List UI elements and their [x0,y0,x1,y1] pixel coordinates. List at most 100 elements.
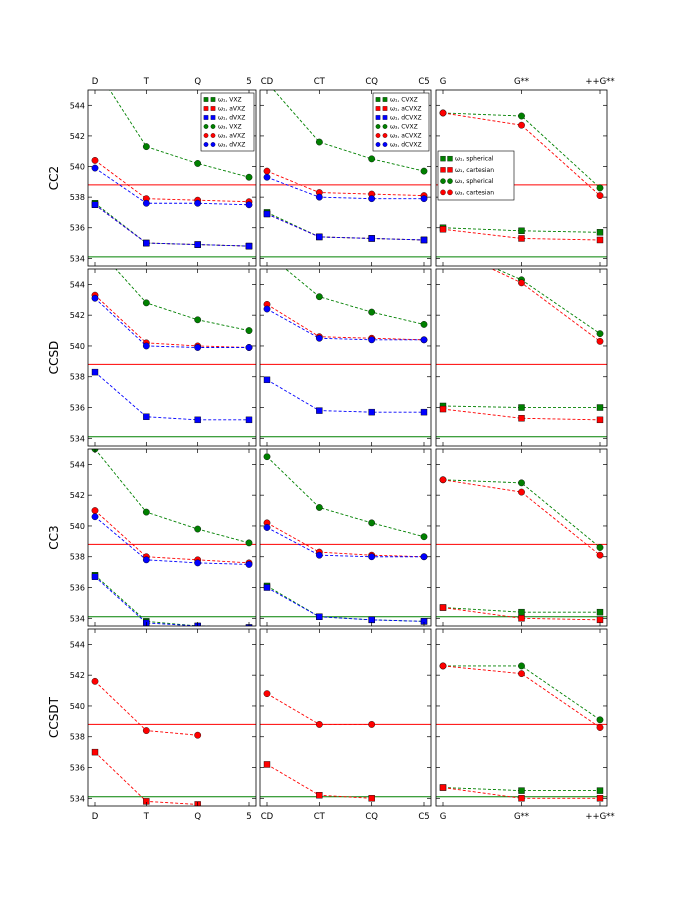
data-point [315,138,323,146]
panel-frame [435,628,608,807]
series-line [442,665,601,728]
data-point [368,195,376,203]
data-point [518,227,525,235]
y-tick-label: 538 [70,373,85,382]
legend-marker [375,97,381,102]
legend-box [372,92,430,152]
legend-label: ω₁, aVXZ [218,106,245,113]
series-line [443,665,601,721]
series-group [91,677,202,806]
data-point [368,721,376,728]
data-point [316,407,323,414]
panel-ccsd-col3 [435,268,608,447]
data-point [518,112,525,120]
data-point [263,524,271,531]
data-point [245,561,253,568]
x-category-label: T [143,77,150,87]
y-tick-label: 536 [70,224,85,233]
legend-marker [382,97,388,102]
panel-frame [259,89,432,267]
legend-marker [210,115,216,120]
series-line [284,269,425,325]
y-tick-label: 534 [70,254,85,263]
data-point [91,368,99,376]
panel-frame [87,268,257,447]
data-point [194,731,202,739]
data-point [518,479,525,487]
x-category-label: 5 [246,77,251,87]
series-line [495,269,601,335]
y-tick-label: 534 [70,794,85,803]
data-point [596,192,604,200]
y-tick-label: 542 [70,491,85,500]
series-group [91,269,253,424]
data-point [142,299,150,307]
x-category-label: D [92,812,99,822]
data-point [439,476,447,484]
data-point [316,792,323,799]
data-point [420,336,428,344]
legend-marker [210,97,216,102]
series-line [442,787,600,792]
series-line [94,294,250,348]
panel-ccsdt-col2 [259,628,432,807]
data-point [518,615,525,622]
series-line [94,204,250,247]
series-line [94,297,249,348]
x-category-label: G [440,812,447,822]
data-point [368,519,376,527]
data-point [142,143,150,151]
y-tick-label: 536 [70,764,85,773]
panel-cc3-col1: 534 536 538 540 542 544 [70,448,257,627]
legend-marker [382,124,388,129]
data-point [368,308,376,316]
legend-label: ω₃, VXZ [218,124,242,131]
series-line [442,405,600,408]
x-category-label: 5 [246,812,251,822]
y-tick-label: 536 [70,584,85,593]
data-point [91,164,99,172]
data-point [368,155,376,163]
series-line [109,90,250,178]
y-tick-label: 542 [70,311,85,320]
panel-frame [259,268,432,447]
legend-marker [447,155,453,162]
legend: ω₁, spherical ω₁, cartesian ω₃, spherical ω… [437,150,515,201]
x-category-label: CD [261,77,274,87]
y-tick-label: 542 [70,671,85,680]
data-point [596,416,604,424]
data-point [596,229,604,236]
legend-marker [440,167,446,173]
series-group [263,690,376,802]
legend-marker [210,133,216,138]
panel-cc2-col2 [259,89,432,267]
panel-cc3-col2 [259,448,432,627]
legend-label: ω₁, cartesian [455,167,494,174]
row-label: CC3 [47,525,61,549]
y-tick-label: 540 [70,702,85,711]
x-category-label: G** [514,77,529,87]
panel-cc2-col3 [435,89,608,267]
legend-label: ω₃, aCVXZ [390,133,421,140]
series-line [94,160,250,203]
data-point [194,559,202,567]
data-point [596,236,604,244]
x-category-label: C5 [418,812,429,822]
data-point [518,670,525,678]
legend-marker [447,178,453,184]
data-point [368,553,376,561]
data-point [315,551,323,559]
data-point [420,236,428,244]
legend-marker [375,106,381,111]
data-point [420,321,428,328]
data-point [194,160,202,167]
x-category-label: CD [261,812,274,822]
data-point [439,226,447,233]
legend-marker [447,189,453,196]
series-line [94,510,250,564]
data-point [518,488,525,496]
series-line [266,170,425,197]
data-point [91,156,99,164]
data-point [91,513,99,521]
legend-marker [375,115,381,120]
